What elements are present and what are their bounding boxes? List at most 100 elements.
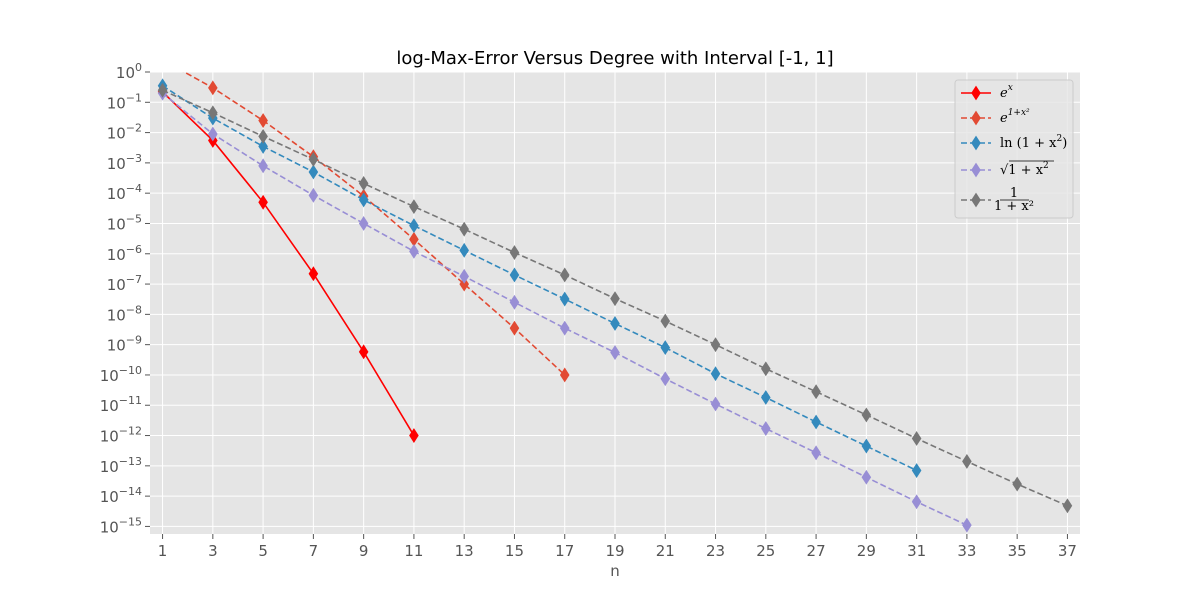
x-tick-label: 29 bbox=[857, 542, 876, 560]
data-point bbox=[559, 267, 570, 283]
data-point bbox=[559, 291, 570, 307]
x-tick-label: 23 bbox=[706, 542, 725, 560]
data-point bbox=[761, 390, 771, 405]
data-point bbox=[459, 276, 469, 292]
y-tick-label: 10−13 bbox=[100, 455, 142, 476]
data-point bbox=[208, 80, 218, 96]
data-point bbox=[308, 187, 319, 203]
data-point bbox=[911, 431, 922, 446]
legend-marker bbox=[971, 110, 981, 126]
data-point bbox=[308, 164, 319, 180]
y-tick-label: 10−8 bbox=[107, 303, 142, 324]
data-point bbox=[509, 245, 520, 260]
y-tick-label: 10−5 bbox=[107, 212, 142, 233]
x-tick-label: 13 bbox=[455, 542, 474, 560]
x-tick-label: 25 bbox=[756, 542, 775, 560]
data-point bbox=[660, 340, 671, 356]
data-point bbox=[811, 414, 821, 430]
y-tick-label: 10−3 bbox=[107, 152, 142, 173]
data-point bbox=[861, 438, 872, 454]
data-point bbox=[911, 494, 922, 510]
y-axis-ticks: 100 10−1 10−2 10−3 10−4 10−5 10−6 10−7 10−8 10−9 1… bbox=[100, 61, 150, 536]
legend-marker bbox=[971, 135, 981, 151]
data-point bbox=[861, 407, 872, 423]
data-point bbox=[459, 268, 469, 284]
data-point bbox=[358, 216, 369, 231]
data-point bbox=[409, 218, 419, 234]
series-group bbox=[157, 72, 1073, 533]
series-4 bbox=[157, 85, 972, 533]
x-tick-label: 1 bbox=[158, 542, 168, 560]
legend-label: √1 + x2 bbox=[1000, 161, 1049, 178]
series-5 bbox=[157, 82, 1073, 514]
data-point bbox=[811, 384, 821, 400]
series-line bbox=[162, 92, 968, 526]
y-tick-label: 10−7 bbox=[107, 273, 142, 294]
x-tick-label: 35 bbox=[1008, 542, 1027, 560]
x-tick-label: 7 bbox=[309, 542, 319, 560]
y-tick-label: 10−10 bbox=[100, 364, 142, 385]
x-axis-label: n bbox=[610, 562, 620, 580]
data-point bbox=[761, 361, 771, 377]
data-point bbox=[358, 192, 369, 208]
data-point bbox=[559, 367, 570, 383]
y-tick-label: 10−15 bbox=[100, 515, 142, 536]
data-point bbox=[811, 445, 821, 461]
data-point bbox=[409, 199, 419, 215]
data-point bbox=[610, 316, 620, 331]
legend-label: e1+x² bbox=[1000, 108, 1030, 126]
data-point bbox=[459, 221, 469, 237]
data-point bbox=[208, 126, 218, 142]
legend-entry: ex bbox=[961, 83, 1013, 101]
x-axis-ticks: 1 3 5 7 9 11 13 15 17 19 21 23 25 27 29 31 33 35 37 bbox=[158, 534, 1077, 560]
data-point bbox=[660, 313, 671, 329]
data-point bbox=[258, 128, 268, 144]
x-tick-label: 33 bbox=[957, 542, 976, 560]
y-tick-label: 10−9 bbox=[107, 334, 142, 355]
x-tick-label: 37 bbox=[1058, 542, 1077, 560]
legend-label: ex bbox=[1000, 83, 1013, 101]
data-point bbox=[610, 345, 620, 360]
series-line bbox=[162, 91, 415, 436]
data-point bbox=[761, 421, 771, 436]
y-tick-label: 10−11 bbox=[100, 394, 142, 415]
data-point bbox=[258, 113, 268, 128]
y-tick-label: 10−4 bbox=[107, 182, 142, 203]
data-point bbox=[710, 366, 721, 382]
legend-entry: √1 + x2 bbox=[961, 160, 1054, 178]
legend-label: 1 bbox=[1010, 186, 1018, 201]
data-point bbox=[861, 469, 872, 485]
data-point bbox=[710, 337, 721, 353]
chart-title: log-Max-Error Versus Degree with Interva… bbox=[396, 48, 833, 69]
data-point bbox=[1062, 498, 1073, 514]
x-tick-label: 3 bbox=[208, 542, 218, 560]
x-tick-label: 19 bbox=[605, 542, 624, 560]
series-line bbox=[162, 85, 917, 472]
legend-label: 1 + x² bbox=[994, 199, 1034, 214]
data-point bbox=[308, 266, 319, 282]
y-tick-label: 10−2 bbox=[107, 122, 142, 143]
data-point bbox=[409, 243, 419, 259]
y-tick-label: 10−1 bbox=[107, 91, 142, 112]
legend-entry: e1+x² bbox=[961, 108, 1030, 126]
data-point bbox=[710, 396, 721, 412]
data-point bbox=[358, 175, 369, 191]
legend: ex e1+x² ln (1 + x2) √1 + x2 11 + x² bbox=[954, 79, 1074, 219]
data-point bbox=[610, 291, 620, 307]
data-point bbox=[660, 371, 671, 387]
x-tick-label: 9 bbox=[359, 542, 369, 560]
data-point bbox=[962, 517, 972, 533]
legend-entry: ln (1 + x2) bbox=[961, 134, 1067, 151]
x-tick-label: 15 bbox=[505, 542, 524, 560]
data-point bbox=[258, 158, 268, 174]
data-point bbox=[409, 428, 419, 443]
data-point bbox=[1012, 476, 1022, 492]
y-tick-label: 10−14 bbox=[100, 485, 142, 506]
data-point bbox=[509, 294, 520, 310]
x-tick-label: 5 bbox=[258, 542, 268, 560]
legend-entry: 11 + x² bbox=[961, 186, 1034, 214]
data-point bbox=[157, 82, 168, 98]
legend-marker bbox=[971, 85, 981, 101]
x-tick-label: 17 bbox=[555, 542, 574, 560]
